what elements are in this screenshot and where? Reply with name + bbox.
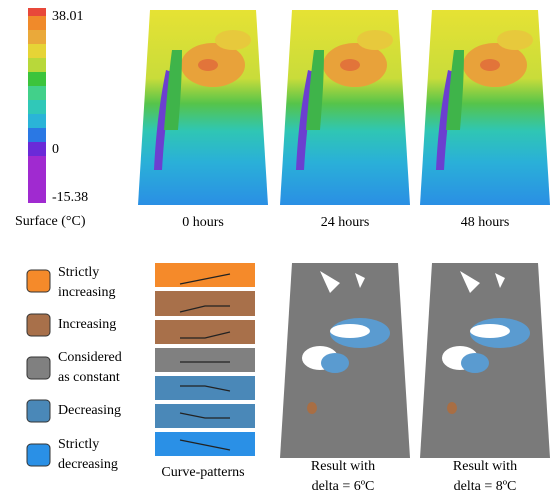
map-label: 24 hours — [321, 215, 370, 230]
result-label: delta = 6ºC — [312, 479, 375, 494]
map-label: 48 hours — [461, 215, 510, 230]
legend-label: Increasing — [58, 317, 116, 332]
legend-label: Strictly — [58, 437, 99, 452]
legend-label: increasing — [58, 285, 116, 300]
colorbar — [28, 8, 46, 203]
legend-label: decreasing — [58, 457, 118, 472]
legend-label: Strictly — [58, 265, 99, 280]
legend-label: Decreasing — [58, 403, 121, 418]
map-label: 0 hours — [182, 215, 224, 230]
figure: 38.01 0 -15.38 Surface (°C) 0 hours 24 h… — [0, 0, 551, 497]
result-map — [280, 263, 410, 458]
map — [138, 10, 268, 205]
curve-patterns-label: Curve-patterns — [161, 465, 244, 480]
result-map — [420, 263, 550, 458]
legend-swatch — [27, 314, 50, 336]
colorbar-label: Surface (°C) — [15, 214, 86, 229]
map — [420, 10, 550, 205]
colorbar-zero: 0 — [52, 142, 59, 157]
result-label: Result with — [311, 459, 375, 474]
curve-patterns — [155, 263, 255, 456]
result-label: Result with — [453, 459, 517, 474]
map — [280, 10, 410, 205]
legend-swatch — [27, 357, 50, 379]
legend-label: as constant — [58, 370, 120, 385]
result-label: delta = 8ºC — [454, 479, 517, 494]
legend-swatch — [27, 270, 50, 292]
legend-swatch — [27, 400, 50, 422]
legend-swatch — [27, 444, 50, 466]
legend-label: Considered — [58, 350, 122, 365]
colorbar-min: -15.38 — [52, 190, 88, 205]
colorbar-max: 38.01 — [52, 9, 84, 24]
